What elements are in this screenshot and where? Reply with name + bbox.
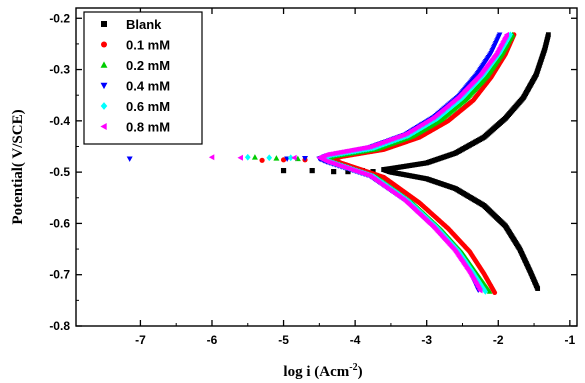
data-point xyxy=(503,31,510,38)
x-axis-title: log i (Acm-2) xyxy=(283,362,362,380)
x-tick-label: -5 xyxy=(278,333,289,347)
data-point xyxy=(273,155,280,161)
data-point xyxy=(237,154,243,161)
legend-items: Blank 0.1 mM 0.2 mM 0.4 mM 0.6 mM 0.8 mM xyxy=(100,17,170,135)
series-0-2-mm xyxy=(251,31,516,294)
data-point xyxy=(535,286,541,291)
y-tick-label: -0.7 xyxy=(49,268,70,282)
data-point xyxy=(244,153,251,161)
y-tick-label: -0.3 xyxy=(49,63,70,77)
x-axis-title-close: ) xyxy=(358,364,363,380)
y-axis-title: Potential( V/SCE) xyxy=(10,109,26,224)
y-tick-label: -0.2 xyxy=(49,11,70,25)
data-point xyxy=(291,154,297,161)
legend-label: 0.4 mM xyxy=(126,79,170,94)
data-point xyxy=(507,31,514,38)
legend-marker xyxy=(101,41,107,48)
data-point xyxy=(266,154,273,162)
data-point xyxy=(492,290,498,296)
data-point xyxy=(208,154,215,161)
x-tick-label: -1 xyxy=(565,333,576,347)
x-tick-label: -3 xyxy=(421,333,432,347)
x-axis-title-sup: -2 xyxy=(349,362,357,373)
y-tick-label: -0.8 xyxy=(49,319,70,333)
legend: Blank 0.1 mM 0.2 mM 0.4 mM 0.6 mM 0.8 mM xyxy=(83,11,203,145)
legend-marker xyxy=(100,102,108,110)
data-point xyxy=(287,154,294,162)
y-tick-label: -0.4 xyxy=(49,114,70,128)
data-marks xyxy=(126,31,551,296)
data-point xyxy=(482,288,489,295)
x-tick-label: -7 xyxy=(135,333,146,347)
x-tick-label: -2 xyxy=(493,333,504,347)
legend-marker xyxy=(100,82,108,90)
data-point xyxy=(302,155,309,162)
x-tick-label: -4 xyxy=(350,333,361,347)
y-tick-label: -0.5 xyxy=(49,165,70,179)
plot-frame xyxy=(75,7,578,327)
legend-label: 0.8 mM xyxy=(126,120,170,135)
legend-marker xyxy=(100,123,107,130)
data-point xyxy=(496,32,503,38)
axes: -7 -6 -5 -4 -3 -2 -1 -0.8 -0.7 -0.6 -0.5 -0.4 -0.3 -0… xyxy=(49,8,577,347)
y-tick-label: -0.6 xyxy=(49,216,70,230)
legend-label: 0.1 mM xyxy=(126,38,170,53)
data-point xyxy=(309,167,315,174)
data-point xyxy=(280,167,287,174)
data-point xyxy=(280,157,287,163)
data-point xyxy=(126,156,133,162)
legend-label: 0.2 mM xyxy=(126,58,170,73)
series-0-8-mm xyxy=(208,31,510,294)
series-blank xyxy=(280,32,551,291)
data-point xyxy=(486,288,493,294)
legend-label: 0.6 mM xyxy=(126,99,170,114)
x-tick-label: -6 xyxy=(207,333,218,347)
legend-marker xyxy=(100,61,108,68)
data-point xyxy=(331,169,337,175)
legend-label: Blank xyxy=(126,17,162,32)
legend-box xyxy=(83,11,203,145)
data-point xyxy=(477,287,483,294)
data-point xyxy=(545,32,551,38)
x-axis-title-main: log i (Acm xyxy=(283,364,349,380)
data-point xyxy=(251,154,258,160)
data-point xyxy=(259,157,265,163)
legend-marker xyxy=(101,21,107,27)
